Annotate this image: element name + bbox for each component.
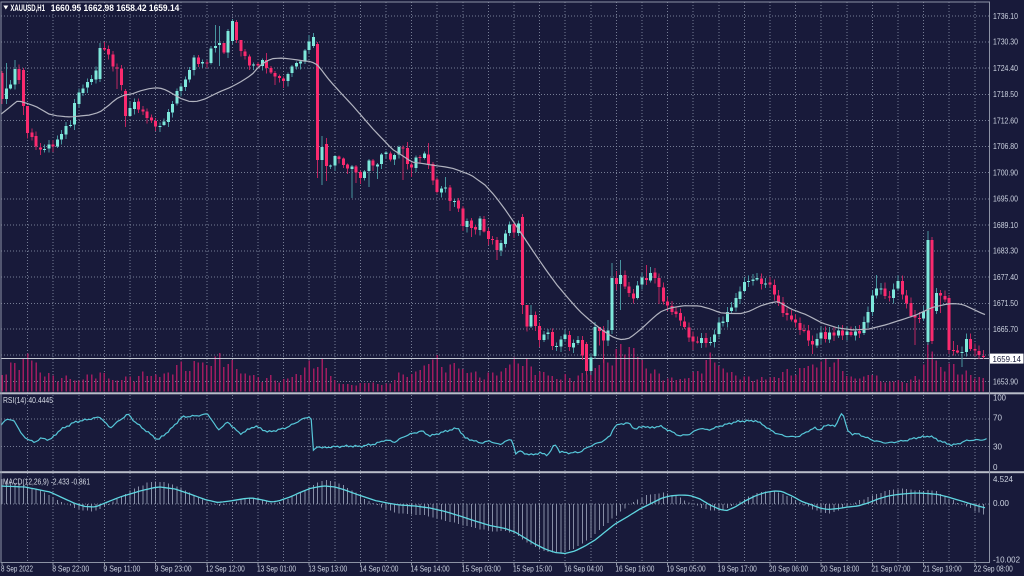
svg-text:1660.95 1662.98 1658.42 1659.1: 1660.95 1662.98 1658.42 1659.14 — [51, 3, 180, 13]
svg-text:1659.14: 1659.14 — [993, 355, 1022, 364]
svg-text:22 Sep 08:00: 22 Sep 08:00 — [974, 565, 1013, 574]
svg-text:15 Sep 03:00: 15 Sep 03:00 — [462, 565, 501, 574]
svg-text:-10.002: -10.002 — [993, 555, 1021, 564]
svg-text:9 Sep 23:00: 9 Sep 23:00 — [155, 565, 192, 574]
svg-text:30: 30 — [993, 442, 1003, 451]
svg-text:1712.60: 1712.60 — [993, 116, 1018, 125]
svg-text:21 Sep 19:00: 21 Sep 19:00 — [923, 565, 962, 574]
svg-text:8 Sep 22:00: 8 Sep 22:00 — [52, 565, 89, 574]
svg-text:19 Sep 17:00: 19 Sep 17:00 — [718, 565, 757, 574]
svg-text:12 Sep 12:00: 12 Sep 12:00 — [206, 565, 245, 574]
svg-text:1689.10: 1689.10 — [993, 221, 1018, 230]
svg-text:RSI(14) 40.4445: RSI(14) 40.4445 — [3, 396, 53, 405]
svg-text:9 Sep 11:00: 9 Sep 11:00 — [103, 565, 140, 574]
svg-text:0: 0 — [993, 463, 998, 472]
svg-text:MACD(12,26,9) -2.433 -0.861: MACD(12,26,9) -2.433 -0.861 — [3, 478, 90, 487]
svg-text:1671.50: 1671.50 — [993, 299, 1018, 308]
svg-text:1665.70: 1665.70 — [993, 325, 1018, 334]
svg-text:16 Sep 04:00: 16 Sep 04:00 — [564, 565, 603, 574]
svg-text:1700.90: 1700.90 — [993, 168, 1018, 177]
svg-text:14 Sep 14:00: 14 Sep 14:00 — [411, 565, 450, 574]
svg-text:15 Sep 15:00: 15 Sep 15:00 — [513, 565, 552, 574]
svg-text:20 Sep 18:00: 20 Sep 18:00 — [820, 565, 859, 574]
svg-text:21 Sep 07:00: 21 Sep 07:00 — [871, 565, 910, 574]
svg-text:1718.50: 1718.50 — [993, 90, 1018, 99]
svg-text:13 Sep 01:00: 13 Sep 01:00 — [257, 565, 296, 574]
svg-text:70: 70 — [993, 413, 1003, 422]
svg-text:16 Sep 16:00: 16 Sep 16:00 — [615, 565, 654, 574]
svg-text:1736.10: 1736.10 — [993, 12, 1018, 21]
svg-text:0.00: 0.00 — [993, 499, 1010, 508]
svg-text:1724.40: 1724.40 — [993, 64, 1018, 73]
svg-text:13 Sep 13:00: 13 Sep 13:00 — [308, 565, 347, 574]
svg-text:19 Sep 05:00: 19 Sep 05:00 — [667, 565, 706, 574]
svg-text:1653.90: 1653.90 — [993, 378, 1018, 387]
svg-text:1706.80: 1706.80 — [993, 142, 1018, 151]
svg-text:1683.30: 1683.30 — [993, 247, 1018, 256]
svg-text:XAUUSD,H1: XAUUSD,H1 — [10, 3, 45, 13]
svg-text:1695.00: 1695.00 — [993, 195, 1018, 204]
svg-text:1730.30: 1730.30 — [993, 38, 1018, 47]
svg-text:4.524: 4.524 — [993, 475, 1014, 484]
svg-text:100: 100 — [993, 394, 1007, 403]
svg-text:8 Sep 2022: 8 Sep 2022 — [1, 565, 33, 574]
svg-text:14 Sep 02:00: 14 Sep 02:00 — [359, 565, 398, 574]
svg-text:20 Sep 06:00: 20 Sep 06:00 — [769, 565, 808, 574]
svg-text:1677.40: 1677.40 — [993, 273, 1018, 282]
